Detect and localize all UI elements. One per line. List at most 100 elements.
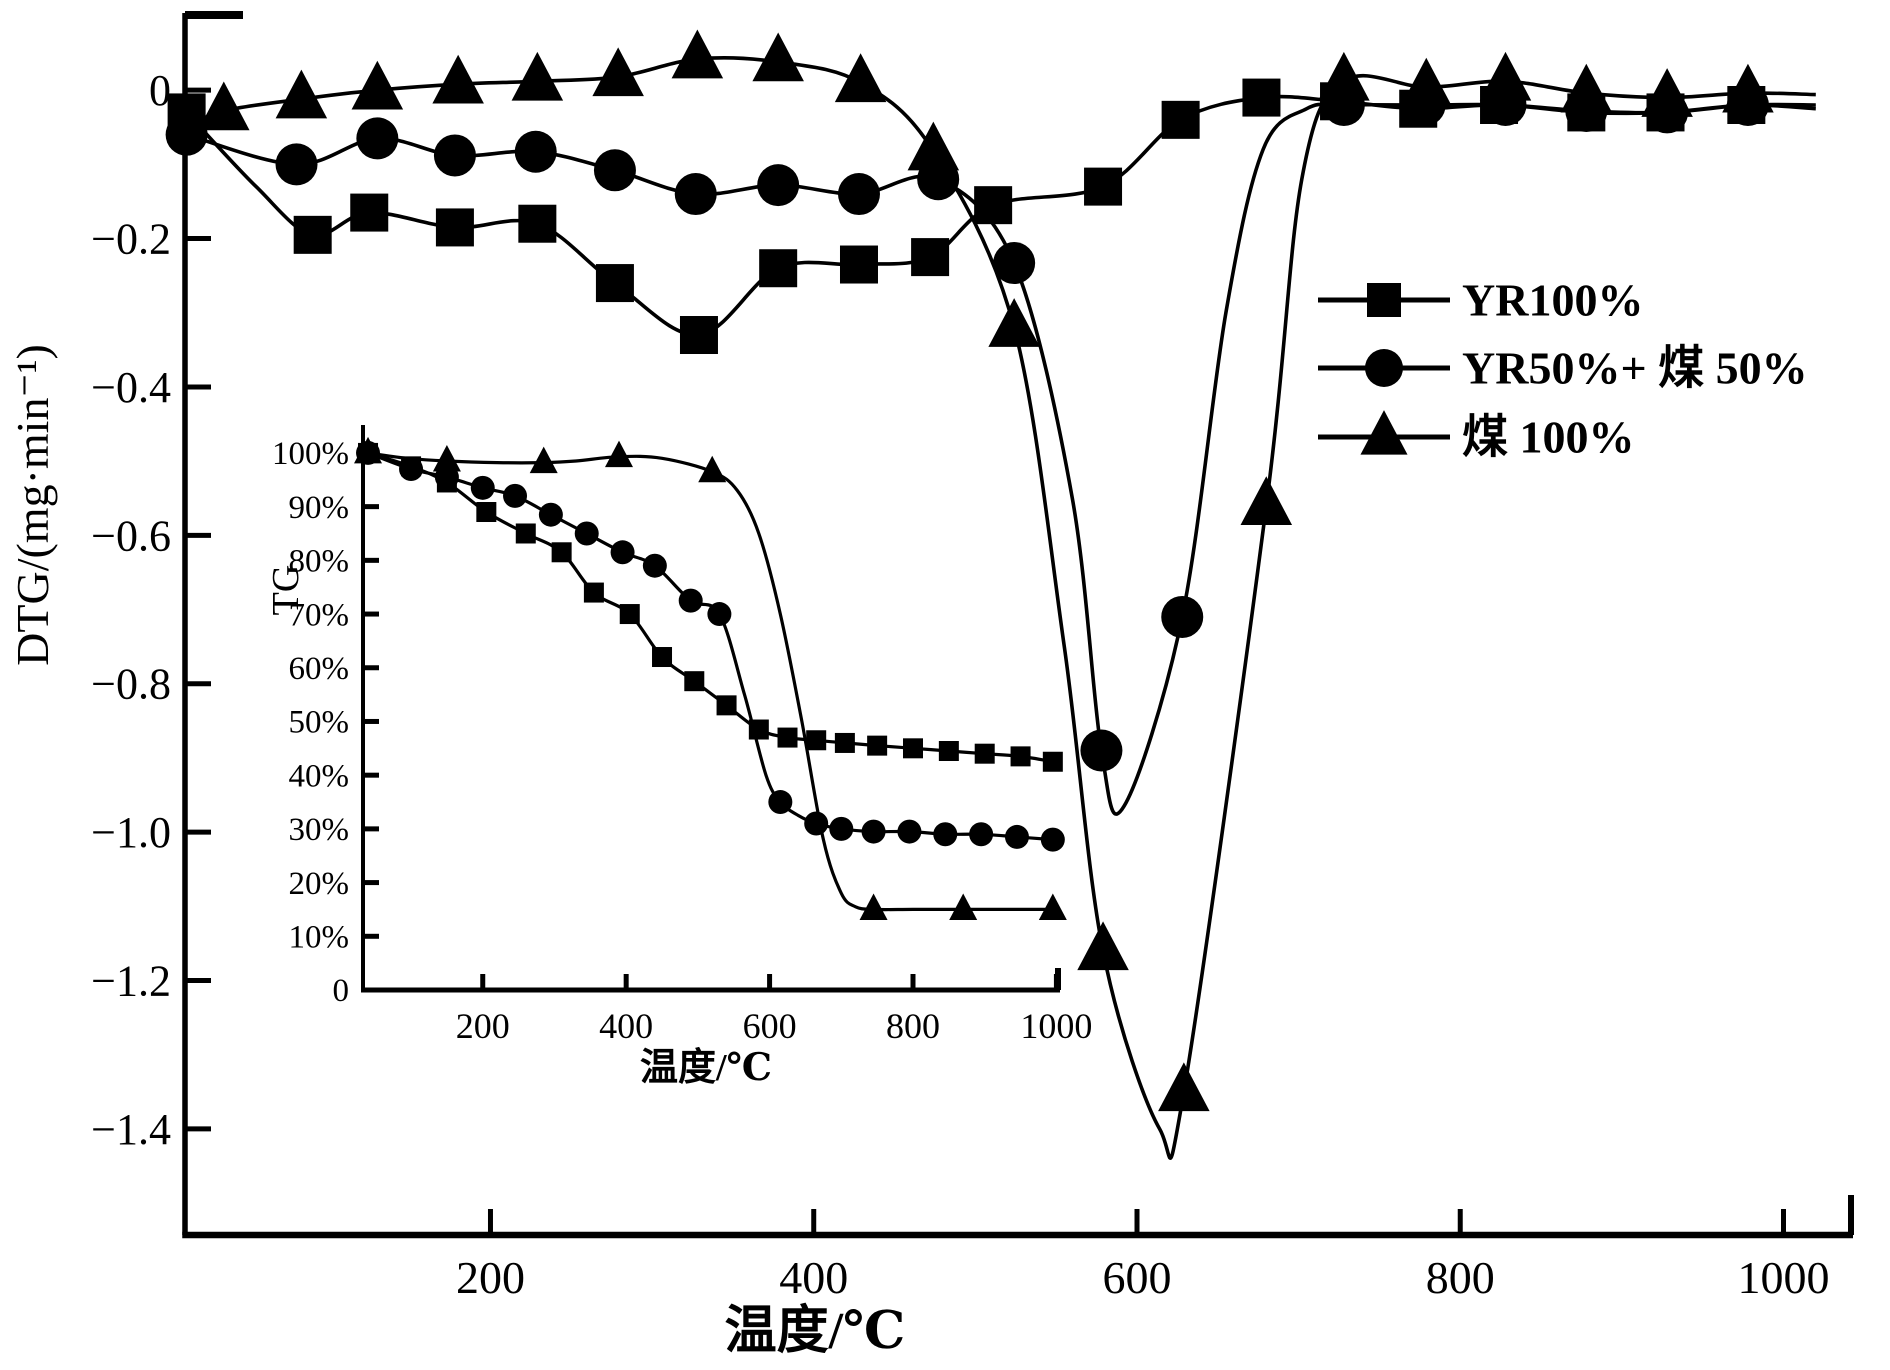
main-x-tick-label: 1000: [1738, 1252, 1830, 1303]
circle-marker: [470, 475, 495, 500]
inset-y-axis-title: TG: [265, 565, 307, 616]
circle-marker: [969, 822, 994, 847]
square-marker: [684, 671, 705, 692]
square-marker: [652, 647, 673, 668]
inset-y-tick-label: 70%: [289, 597, 350, 633]
square-marker: [518, 204, 557, 243]
main-y-axis-title: DTG/(mg·min⁻¹): [7, 344, 58, 666]
main-x-tick-label: 600: [1102, 1252, 1171, 1303]
square-marker: [902, 738, 923, 759]
circle-marker: [165, 113, 208, 156]
triangle-marker: [1400, 57, 1453, 107]
triangle-marker: [907, 121, 960, 171]
square-marker: [1010, 746, 1031, 767]
inset-y-tick-label: 30%: [289, 812, 350, 848]
circle-marker: [1080, 729, 1123, 772]
square-marker: [1084, 167, 1123, 206]
inset-y-tick-label: 40%: [289, 758, 350, 794]
inset-x-tick-label: 400: [599, 1006, 653, 1046]
triangle-marker: [1722, 63, 1774, 113]
circle-marker: [829, 816, 854, 841]
triangle-marker: [198, 81, 250, 131]
inset-y-tick-label: 10%: [289, 920, 350, 956]
square-marker: [435, 208, 474, 247]
circle-marker: [1040, 827, 1065, 852]
square-marker: [834, 732, 855, 753]
circle-marker: [933, 822, 958, 847]
inset-y-tick-label: 100%: [272, 436, 349, 472]
inset-series-yr50-coal50: [356, 440, 1065, 852]
circle-marker: [356, 117, 399, 160]
inset-y-tick-label: 20%: [289, 866, 350, 902]
square-marker: [619, 604, 640, 625]
square-marker: [679, 316, 718, 355]
triangle-marker: [1240, 476, 1293, 525]
inset-x-tick-label: 800: [886, 1006, 940, 1046]
circle-marker: [674, 173, 717, 216]
triangle-marker: [1641, 68, 1693, 117]
triangle-marker: [1077, 921, 1129, 971]
circle-marker: [503, 483, 528, 508]
square-marker: [551, 542, 572, 563]
square-marker: [938, 741, 959, 762]
square-marker: [974, 743, 995, 764]
inset-line-coal100: [367, 451, 1053, 912]
main-x-tick-label: 800: [1426, 1252, 1495, 1303]
main-y-tick-label: −0.2: [91, 215, 171, 264]
triangle-marker: [1038, 893, 1067, 920]
main-x-tick-label: 200: [456, 1252, 525, 1303]
inset-x-tick-label: 600: [743, 1006, 797, 1046]
triangle-marker: [859, 893, 888, 920]
main-y-tick-label: −0.4: [91, 363, 171, 412]
circle-marker: [642, 553, 667, 578]
main-y-tick-label: 0: [149, 66, 171, 115]
square-marker: [867, 735, 888, 756]
triangle-marker: [432, 444, 461, 472]
inset-y-tick-label: 80%: [289, 544, 350, 580]
inset-y-tick-label: 0: [333, 973, 350, 1009]
inset-x-tick-label: 1000: [1020, 1006, 1092, 1046]
triangle-marker: [949, 893, 978, 920]
circle-marker: [1161, 595, 1204, 638]
triangle-marker: [592, 47, 644, 97]
square-marker: [476, 502, 497, 523]
triangle-marker: [604, 440, 633, 468]
main-y-tick-label: −0.6: [91, 511, 171, 560]
inset-y-tick-label: 60%: [289, 651, 350, 687]
square-marker: [911, 238, 950, 277]
inset-axes: 200 400 600 800 1000 0 10% 20% 30% 40% 50% 60% 70% 80…: [265, 425, 1092, 1089]
triangle-marker: [275, 69, 328, 119]
circle-marker: [610, 540, 635, 565]
square-marker: [1242, 78, 1281, 117]
main-y-tick-label: −1.4: [91, 1105, 171, 1154]
square-marker: [1042, 751, 1063, 772]
square-marker: [777, 727, 798, 748]
square-marker: [293, 215, 332, 254]
square-marker: [1161, 100, 1200, 139]
square-marker: [839, 245, 878, 284]
triangle-marker: [1318, 51, 1370, 101]
triangle-marker: [1360, 410, 1408, 455]
square-marker: [583, 582, 604, 603]
legend-entry-yr100: YR100%: [1318, 275, 1643, 326]
square-marker: [1367, 283, 1401, 317]
legend-entry-yr50-coal50: YR50%+ 煤 50%: [1318, 343, 1808, 394]
triangle-marker: [432, 54, 484, 104]
circle-marker: [707, 602, 732, 627]
inset-tg-series: [354, 436, 1067, 920]
circle-marker: [837, 173, 880, 216]
circle-marker: [993, 242, 1036, 285]
circle-marker: [678, 588, 703, 613]
inset-series-coal100: [354, 436, 1067, 920]
triangle-marker: [752, 32, 804, 82]
legend-entry-coal100: 煤 100%: [1318, 410, 1635, 463]
legend-label-yr50-coal50: YR50%+ 煤 50%: [1462, 343, 1808, 394]
legend: YR100% YR50%+ 煤 50% 煤 100%: [1318, 275, 1808, 463]
main-x-axis-title: 温度/℃: [725, 1302, 906, 1360]
circle-marker: [1365, 349, 1403, 387]
triangle-marker: [1560, 63, 1613, 113]
main-dtg-series: [165, 29, 1816, 1160]
triangle-marker: [1158, 1062, 1210, 1112]
